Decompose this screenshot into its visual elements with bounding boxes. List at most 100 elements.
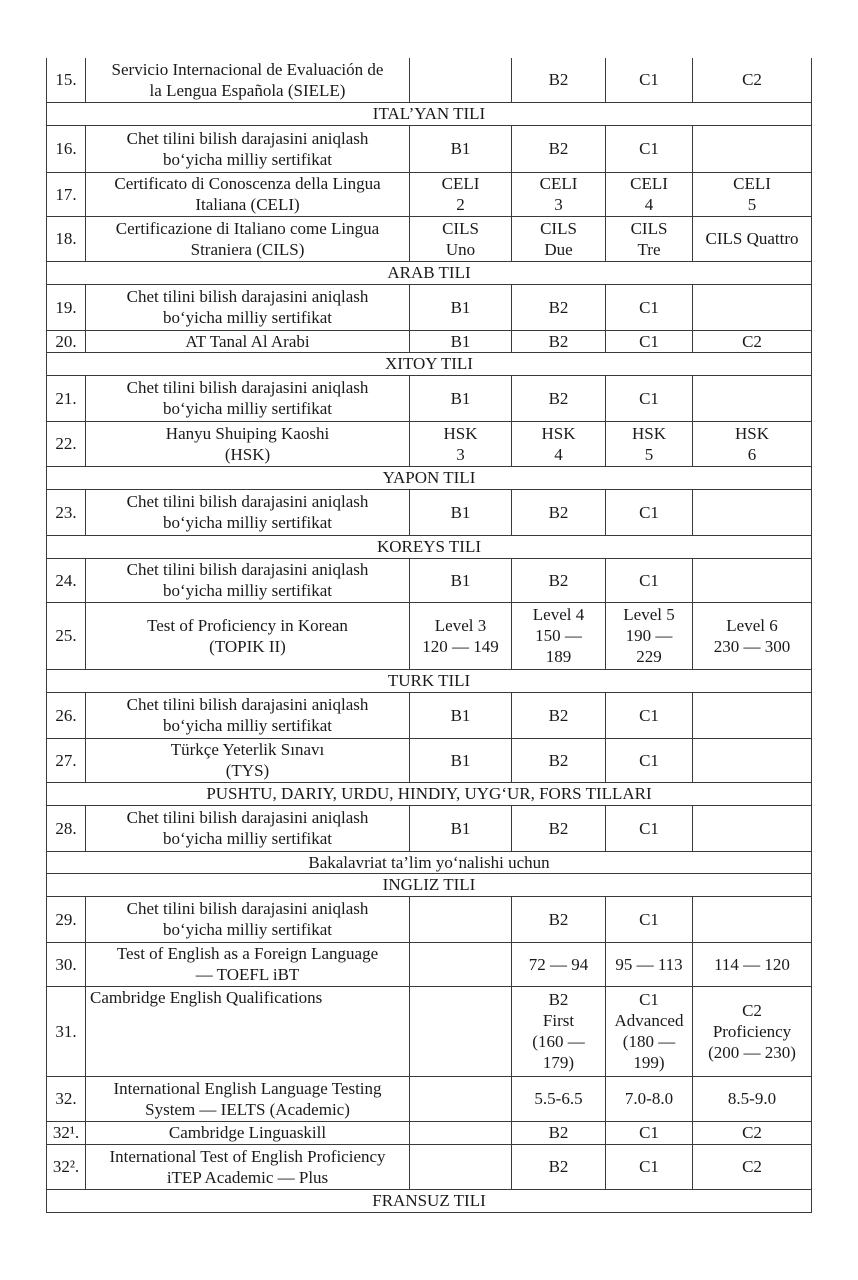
level-cell: C1 (605, 329, 693, 353)
level-cell: CELI 4 (605, 171, 693, 217)
certificate-name: Chet tilini bilish darajasini aniqlash b… (85, 691, 410, 739)
table-row: 32¹. Cambridge Linguaskill B2 C1 C2 (46, 1120, 812, 1145)
level-cell: B2 (511, 58, 606, 103)
section-header-row: ITAL’YAN TILI (46, 101, 812, 126)
section-title: INGLIZ TILI (46, 872, 812, 897)
level-cell: Level 5 190 — 229 (605, 601, 693, 670)
certificate-name: Cambridge English Qualifications (85, 985, 410, 1077)
level-cell: B2 (511, 804, 606, 852)
level-cell: CELI 5 (692, 171, 812, 217)
table-row: 32². International Test of English Profic… (46, 1143, 812, 1190)
row-number: 32. (46, 1075, 86, 1122)
certificate-name: Türkçe Yeterlik Sınavı (TYS) (85, 737, 410, 783)
level-cell (692, 374, 812, 422)
level-cell: C1 Advanced (180 — 199) (605, 985, 693, 1077)
level-cell: 95 — 113 (605, 941, 693, 987)
level-cell: B1 (409, 283, 512, 331)
table-row: 28. Chet tilini bilish darajasini aniqlas… (46, 804, 812, 852)
level-cell: CILS Quattro (692, 215, 812, 262)
table-row: 31. Cambridge English Qualifications B2 Fi… (46, 985, 812, 1077)
level-cell (692, 691, 812, 739)
level-cell: C1 (605, 374, 693, 422)
level-cell: B2 (511, 1120, 606, 1145)
row-number: 20. (46, 329, 86, 353)
certificate-name: Chet tilini bilish darajasini aniqlash b… (85, 488, 410, 536)
section-header-row: Bakalavriat ta’lim yo‘nalishi uchun (46, 850, 812, 874)
table-row: 22. Hanyu Shuiping Kaoshi (HSK) HSK 3 HSK 4… (46, 420, 812, 467)
level-cell: C1 (605, 804, 693, 852)
level-cell: C1 (605, 691, 693, 739)
level-cell: HSK 6 (692, 420, 812, 467)
level-cell: C1 (605, 895, 693, 943)
section-header-row: ARAB TILI (46, 260, 812, 285)
level-cell: B1 (409, 124, 512, 173)
level-cell: C2 (692, 1120, 812, 1145)
level-cell: B1 (409, 374, 512, 422)
certificate-name: International English Language Testing S… (85, 1075, 410, 1122)
section-title: KOREYS TILI (46, 534, 812, 559)
level-cell (409, 941, 512, 987)
section-title: FRANSUZ TILI (46, 1188, 812, 1213)
section-header-row: XITOY TILI (46, 351, 812, 376)
level-cell: B2 (511, 329, 606, 353)
level-cell: HSK 4 (511, 420, 606, 467)
level-cell: Level 6 230 — 300 (692, 601, 812, 670)
level-cell: B2 (511, 737, 606, 783)
row-number: 21. (46, 374, 86, 422)
level-cell (409, 1143, 512, 1190)
level-cell: 8.5-9.0 (692, 1075, 812, 1122)
level-cell (409, 985, 512, 1077)
level-cell: CILS Due (511, 215, 606, 262)
level-cell: B2 (511, 124, 606, 173)
row-number: 30. (46, 941, 86, 987)
level-cell: B1 (409, 804, 512, 852)
table-row: 17. Certificato di Conoscenza della Lingu… (46, 171, 812, 217)
level-cell: CELI 3 (511, 171, 606, 217)
level-cell: CILS Uno (409, 215, 512, 262)
table-row: 16. Chet tilini bilish darajasini aniqlas… (46, 124, 812, 173)
row-number: 25. (46, 601, 86, 670)
level-cell: CELI 2 (409, 171, 512, 217)
table-row: 32. International English Language Testin… (46, 1075, 812, 1122)
row-number: 22. (46, 420, 86, 467)
level-cell (692, 124, 812, 173)
section-header-row: PUSHTU, DARIY, URDU, HINDIY, UYG‘UR, FOR… (46, 781, 812, 806)
table-row: 29. Chet tilini bilish darajasini aniqlas… (46, 895, 812, 943)
certificate-name: Chet tilini bilish darajasini aniqlash b… (85, 557, 410, 603)
level-cell: C1 (605, 488, 693, 536)
row-number: 15. (46, 58, 86, 103)
section-header-row: YAPON TILI (46, 465, 812, 490)
level-cell (692, 804, 812, 852)
certificate-name: Chet tilini bilish darajasini aniqlash b… (85, 283, 410, 331)
row-number: 32². (46, 1143, 86, 1190)
level-cell (692, 557, 812, 603)
level-cell: Level 3 120 — 149 (409, 601, 512, 670)
row-number: 18. (46, 215, 86, 262)
table-row: 30. Test of English as a Foreign Language… (46, 941, 812, 987)
row-number: 16. (46, 124, 86, 173)
certificate-name: Chet tilini bilish darajasini aniqlash b… (85, 124, 410, 173)
row-number: 19. (46, 283, 86, 331)
level-cell (692, 737, 812, 783)
level-cell: B2 (511, 557, 606, 603)
section-header-row: KOREYS TILI (46, 534, 812, 559)
table-row: 18. Certificazione di Italiano come Lingu… (46, 215, 812, 262)
section-title: TURK TILI (46, 668, 812, 693)
level-cell: B2 (511, 691, 606, 739)
certificate-name: Certificato di Conoscenza della Lingua I… (85, 171, 410, 217)
certificate-name: Certificazione di Italiano come Lingua S… (85, 215, 410, 262)
level-cell: B2 (511, 488, 606, 536)
level-cell: B2 (511, 895, 606, 943)
certificate-name: Cambridge Linguaskill (85, 1120, 410, 1145)
level-cell: C1 (605, 1120, 693, 1145)
certificate-name: International Test of English Proficienc… (85, 1143, 410, 1190)
level-cell: C1 (605, 557, 693, 603)
certificate-name: Chet tilini bilish darajasini aniqlash b… (85, 895, 410, 943)
table-row: 19. Chet tilini bilish darajasini aniqlas… (46, 283, 812, 331)
section-header-row: FRANSUZ TILI (46, 1188, 812, 1213)
table-row: 23. Chet tilini bilish darajasini aniqlas… (46, 488, 812, 536)
section-title: ARAB TILI (46, 260, 812, 285)
certificate-name: Chet tilini bilish darajasini aniqlash b… (85, 804, 410, 852)
level-cell: B1 (409, 488, 512, 536)
row-number: 17. (46, 171, 86, 217)
